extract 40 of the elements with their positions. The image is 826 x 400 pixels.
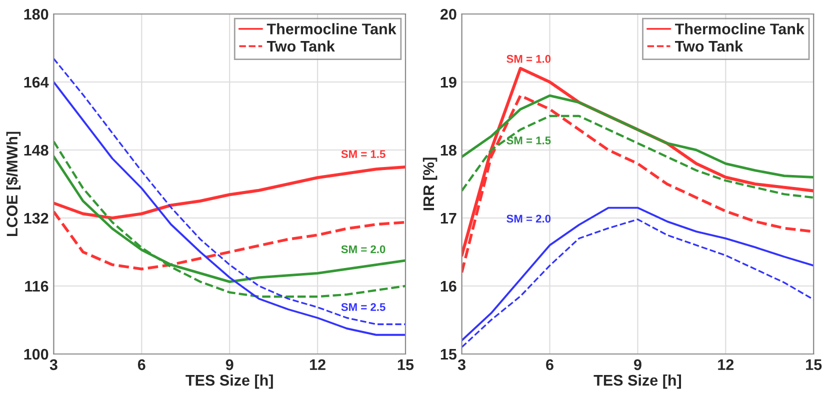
annotation: SM = 2.5: [341, 303, 386, 312]
y-tick-label: 17: [440, 213, 456, 224]
annotation: SM = 1.0: [506, 54, 551, 63]
x-tick-label: 15: [398, 359, 414, 370]
y-axis-title: LCOE [$/MWh]: [6, 132, 21, 236]
x-axis-title: TES Size [h]: [594, 374, 681, 389]
x-tick-label: 9: [226, 359, 234, 370]
y-tick-label: 16: [440, 280, 456, 292]
line-series: [54, 140, 406, 298]
x-tick-label: 15: [806, 359, 822, 370]
x-tick-label: 3: [458, 359, 466, 370]
y-tick-label: 132: [24, 212, 48, 224]
x-tick-label: 3: [50, 359, 58, 370]
y-tick-label: 100: [24, 348, 48, 360]
x-tick-label: 6: [546, 359, 554, 370]
line-series: [54, 165, 406, 220]
y-axis-title: IRR [%]: [422, 158, 438, 210]
line-series: [462, 94, 814, 178]
line-series: [462, 114, 814, 199]
y-tick-label: 20: [440, 8, 456, 20]
annotation: SM = 2.0: [506, 214, 551, 223]
y-tick-label: 15: [440, 349, 457, 360]
y-tick-label: 164: [24, 76, 49, 88]
y-tick-label: 148: [24, 144, 48, 156]
x-tick-label: 12: [718, 359, 734, 370]
x-tick-label: 12: [310, 359, 326, 370]
y-tick-label: 116: [25, 280, 48, 292]
annotation: SM = 2.0: [341, 245, 386, 254]
legend-label: Thermocline Tank: [675, 23, 804, 34]
y-tick-label: 180: [24, 8, 48, 20]
legend-label: Two Tank: [266, 40, 335, 52]
legend-label: Two Tank: [675, 40, 744, 52]
y-tick-label: 19: [440, 76, 456, 88]
annotation: SM = 1.5: [341, 150, 386, 158]
y-tick-label: 18: [440, 144, 456, 156]
line-series: [54, 210, 406, 270]
legend-label: Thermocline Tank: [266, 23, 396, 34]
x-tick-label: 6: [138, 359, 146, 370]
x-axis-title: TES Size [h]: [186, 374, 273, 389]
x-tick-label: 9: [634, 359, 642, 370]
